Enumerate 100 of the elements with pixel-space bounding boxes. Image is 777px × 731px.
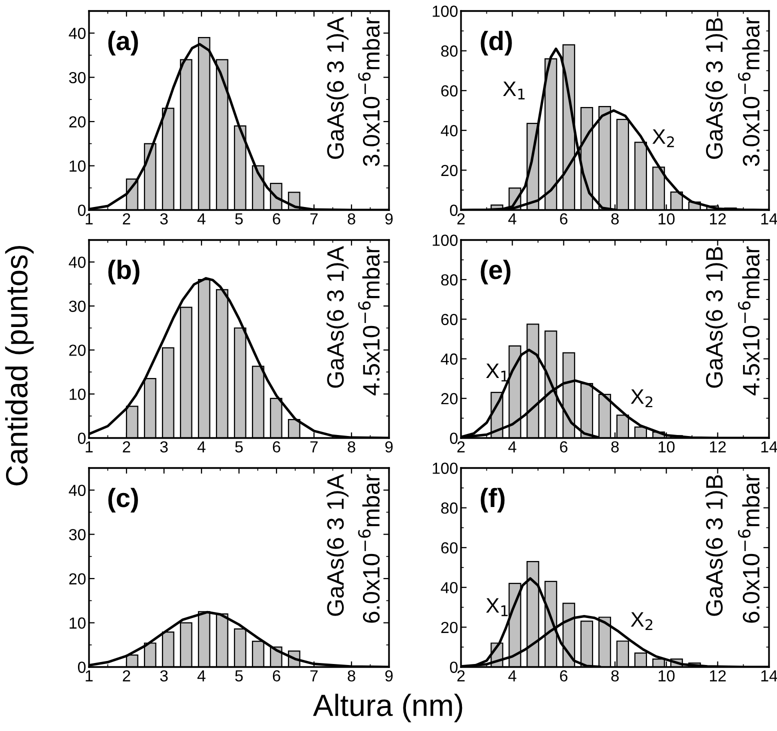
annotation: X$_{1}$ (486, 598, 508, 616)
y-tick-label: 10 (70, 617, 86, 629)
y-tick-label: 30 (69, 528, 86, 540)
x-tick-label: 3 (160, 213, 168, 225)
x-tick-label: 10 (658, 670, 675, 682)
annotation: GaAs(6 3 1)A (326, 17, 348, 159)
y-tick-label: 0 (78, 204, 86, 216)
y-tick-label: 20 (441, 622, 458, 634)
y-tick-label: 80 (441, 502, 458, 514)
x-tick-label: 2 (457, 213, 465, 224)
x-tick-label: 7 (310, 213, 318, 224)
y-tick-label: 80 (441, 45, 458, 57)
y-tick-label: 40 (440, 582, 458, 594)
y-tick-label: 100 (432, 462, 458, 474)
y-tick-label: 0 (450, 432, 458, 444)
annotation: X$_{1}$ (503, 82, 525, 100)
annotation: X$_{2}$ (630, 389, 652, 408)
x-tick-label: 10 (658, 213, 675, 225)
x-tick-label: 14 (761, 213, 777, 224)
x-tick-label: 14 (761, 441, 777, 452)
y-tick-label: 60 (441, 85, 458, 97)
x-tick-label: 1 (86, 213, 93, 224)
x-tick-label: 12 (710, 213, 726, 224)
annotation: 3.0x10$^{−6}$mbar (358, 17, 380, 166)
x-tick-label: 12 (710, 441, 726, 452)
annotation: 6.0x10$^{−6}$mbar (738, 474, 760, 623)
annotation: (f) (480, 488, 505, 512)
y-tick-label: 10 (70, 160, 86, 172)
y-tick-label: 60 (441, 542, 458, 554)
x-axis-title: Altura (nm) (313, 694, 462, 722)
x-tick-label: 5 (235, 213, 243, 225)
x-tick-label: 4 (508, 213, 516, 224)
annotation: 3.0x10$^{−6}$mbar (738, 17, 760, 166)
y-tick-label: 0 (78, 662, 86, 673)
x-tick-label: 2 (122, 670, 130, 682)
y-tick-label: 20 (69, 573, 86, 584)
y-tick-label: 100 (432, 6, 458, 17)
annotation: GaAs(6 3 1)B (705, 18, 728, 159)
annotation: GaAs(6 3 1)B (705, 475, 728, 616)
y-tick-label: 20 (441, 164, 458, 176)
x-tick-label: 2 (457, 441, 465, 452)
x-tick-label: 4 (508, 670, 516, 682)
y-tick-label: 100 (432, 234, 458, 246)
x-tick-label: 8 (611, 441, 619, 453)
x-tick-label: 9 (385, 670, 393, 682)
x-tick-label: 5 (235, 441, 243, 453)
x-tick-label: 6 (560, 441, 568, 453)
y-tick-label: 40 (68, 28, 86, 40)
y-tick-label: 0 (450, 662, 458, 673)
x-tick-label: 1 (86, 670, 93, 682)
x-tick-label: 2 (122, 213, 130, 224)
annotation: (a) (108, 30, 138, 56)
y-tick-label: 30 (69, 300, 86, 312)
x-tick-label: 7 (310, 670, 318, 682)
y-tick-label: 40 (68, 484, 86, 496)
annotation: 6.0x10$^{−6}$mbar (358, 474, 380, 623)
y-tick-label: 20 (69, 344, 86, 356)
x-tick-label: 8 (348, 670, 356, 682)
annotation: (c) (108, 488, 138, 512)
annotation: (d) (480, 30, 512, 56)
y-tick-label: 30 (69, 72, 86, 84)
x-tick-label: 5 (235, 670, 243, 682)
x-tick-label: 7 (310, 441, 318, 452)
x-tick-label: 8 (611, 670, 619, 682)
x-tick-label: 10 (658, 441, 675, 453)
annotation: GaAs(6 3 1)A (326, 246, 348, 388)
y-tick-label: 80 (441, 274, 458, 286)
y-tick-label: 40 (440, 125, 458, 136)
y-tick-label: 40 (440, 353, 458, 365)
x-tick-label: 4 (197, 441, 206, 452)
annotation: 4.5x10$^{−6}$mbar (358, 246, 380, 396)
x-tick-label: 8 (611, 213, 619, 225)
x-tick-label: 6 (272, 213, 280, 225)
x-tick-label: 14 (761, 670, 777, 682)
x-tick-label: 9 (385, 441, 393, 453)
annotation: 4.5x10$^{−6}$mbar (738, 246, 760, 396)
x-tick-label: 8 (348, 213, 356, 225)
annotation: X$_{2}$ (630, 612, 652, 630)
y-tick-label: 20 (69, 116, 86, 128)
x-tick-label: 4 (197, 670, 206, 682)
x-tick-label: 6 (560, 213, 568, 225)
x-tick-label: 9 (385, 213, 393, 225)
y-tick-label: 0 (450, 204, 458, 216)
annotation: GaAs(6 3 1)A (326, 474, 348, 616)
x-tick-label: 6 (560, 670, 568, 682)
x-tick-label: 4 (508, 441, 516, 452)
x-tick-label: 2 (457, 670, 465, 682)
x-tick-label: 2 (122, 441, 130, 452)
x-tick-label: 3 (160, 441, 168, 453)
y-tick-label: 60 (441, 314, 458, 326)
x-tick-label: 6 (272, 670, 280, 682)
x-tick-label: 8 (348, 441, 356, 453)
annotation: (e) (480, 260, 510, 284)
x-tick-label: 1 (86, 441, 93, 452)
y-tick-label: 0 (78, 432, 86, 444)
x-tick-label: 6 (272, 441, 280, 453)
annotation: (b) (108, 260, 140, 284)
y-tick-label: 40 (68, 256, 86, 268)
x-tick-label: 12 (710, 670, 726, 682)
y-tick-label: 20 (441, 393, 458, 404)
